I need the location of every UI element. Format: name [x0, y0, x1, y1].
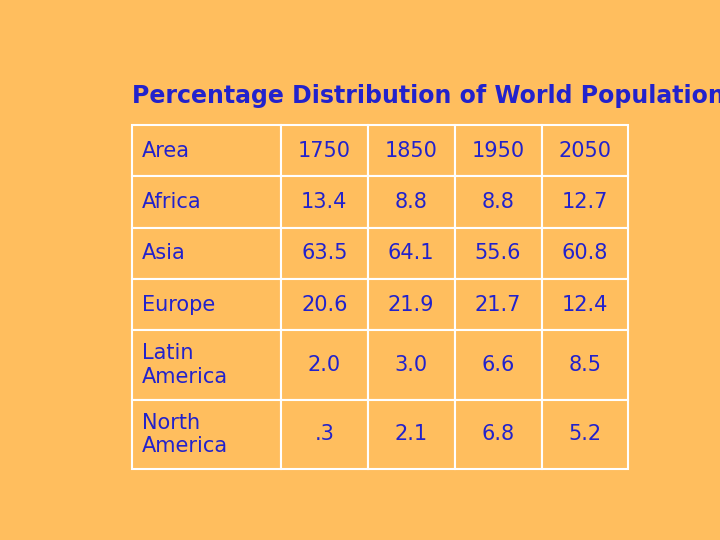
Text: Area: Area — [142, 141, 190, 161]
Text: 13.4: 13.4 — [301, 192, 348, 212]
Bar — [281, 400, 368, 469]
Bar — [132, 125, 281, 177]
Bar — [281, 125, 368, 177]
Text: 63.5: 63.5 — [301, 244, 348, 264]
Bar — [541, 330, 629, 400]
Bar — [541, 177, 629, 228]
Text: 3.0: 3.0 — [395, 355, 428, 375]
Text: 6.6: 6.6 — [482, 355, 515, 375]
Bar — [281, 279, 368, 330]
Bar — [132, 400, 281, 469]
Bar — [368, 125, 454, 177]
Bar — [368, 228, 454, 279]
Text: 2.0: 2.0 — [307, 355, 341, 375]
Bar — [541, 279, 629, 330]
Bar — [281, 228, 368, 279]
Bar — [454, 330, 541, 400]
Text: Latin
America: Latin America — [142, 343, 228, 387]
Text: .3: .3 — [315, 424, 334, 444]
Bar — [454, 400, 541, 469]
Text: Europe: Europe — [142, 295, 215, 315]
Bar — [541, 125, 629, 177]
Text: 55.6: 55.6 — [475, 244, 521, 264]
Bar — [454, 228, 541, 279]
Text: 12.4: 12.4 — [562, 295, 608, 315]
Bar — [281, 177, 368, 228]
Text: 64.1: 64.1 — [388, 244, 434, 264]
Text: 2.1: 2.1 — [395, 424, 428, 444]
Text: North
America: North America — [142, 413, 228, 456]
Text: 60.8: 60.8 — [562, 244, 608, 264]
Text: 1750: 1750 — [298, 141, 351, 161]
Bar — [454, 177, 541, 228]
Text: 21.7: 21.7 — [475, 295, 521, 315]
Bar — [368, 400, 454, 469]
Bar — [368, 177, 454, 228]
Bar — [368, 279, 454, 330]
Bar — [454, 279, 541, 330]
Text: 21.9: 21.9 — [388, 295, 434, 315]
Text: 8.8: 8.8 — [395, 192, 428, 212]
Text: 6.8: 6.8 — [482, 424, 515, 444]
Text: Asia: Asia — [142, 244, 186, 264]
Text: 12.7: 12.7 — [562, 192, 608, 212]
Text: 20.6: 20.6 — [301, 295, 348, 315]
Text: 8.8: 8.8 — [482, 192, 515, 212]
Bar — [132, 330, 281, 400]
Text: Percentage Distribution of World Population: Percentage Distribution of World Populat… — [132, 84, 720, 107]
Text: Africa: Africa — [142, 192, 202, 212]
Text: 5.2: 5.2 — [569, 424, 602, 444]
Text: 1850: 1850 — [384, 141, 438, 161]
Bar — [132, 177, 281, 228]
Bar — [132, 279, 281, 330]
Bar — [541, 228, 629, 279]
Bar — [132, 228, 281, 279]
Text: 2050: 2050 — [559, 141, 611, 161]
Text: 8.5: 8.5 — [569, 355, 601, 375]
Bar — [454, 125, 541, 177]
Bar — [281, 330, 368, 400]
Bar — [368, 330, 454, 400]
Text: 1950: 1950 — [472, 141, 525, 161]
Bar — [541, 400, 629, 469]
